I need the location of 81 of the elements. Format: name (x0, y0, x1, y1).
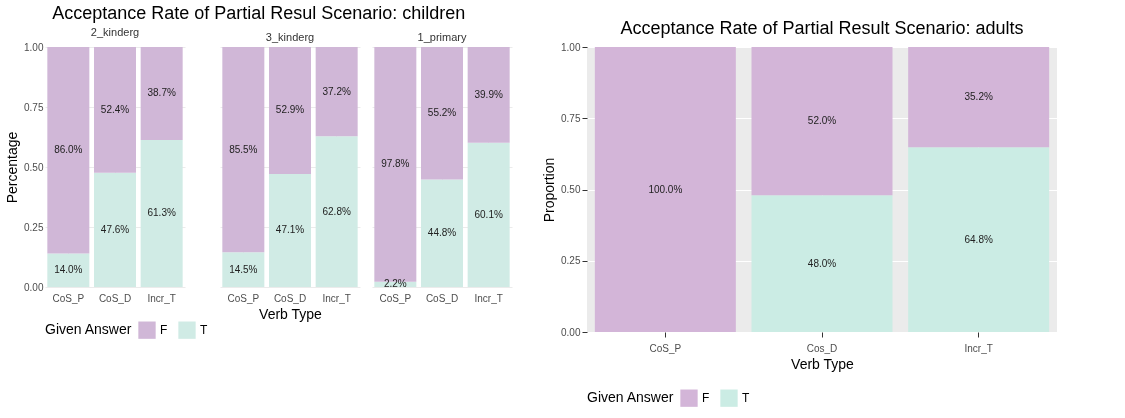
data-label: 47.1% (275, 224, 305, 236)
bar (421, 47, 463, 180)
x-tick-label: CoS_P (379, 292, 412, 304)
x-tick-label: CoS_D (273, 292, 307, 304)
bar (269, 47, 311, 174)
chart-subtitle: 1_primary (417, 31, 467, 43)
data-label: 2.2% (383, 278, 407, 290)
data-label: 62.8% (322, 205, 351, 217)
bar (94, 47, 136, 173)
legend-label: F (702, 391, 710, 406)
legend-label: T (742, 391, 750, 406)
y-tick-label: 1.00 (561, 41, 581, 53)
bar (908, 47, 1050, 148)
x-tick-label: CoS_P (649, 342, 682, 354)
bar (222, 47, 265, 253)
y-axis-title: Proportion (541, 157, 558, 223)
y-tick-label: 1.00 (24, 41, 44, 53)
data-label: 37.2% (322, 85, 351, 97)
bar (47, 47, 90, 254)
data-label: 60.1% (474, 208, 503, 220)
data-label: 86.0% (54, 144, 83, 156)
x-tick-label: Cos_D (806, 342, 838, 354)
data-label: 52.0% (807, 115, 837, 127)
y-tick-label: 0.50 (24, 161, 44, 173)
bar (421, 179, 463, 287)
y-tick-label: 0.00 (24, 281, 44, 293)
bar (467, 142, 510, 287)
bar (315, 136, 358, 287)
legend-label: T (200, 323, 208, 338)
y-tick-label: 0.50 (561, 184, 581, 195)
bar (140, 47, 183, 140)
y-tick-label: 0.25 (24, 221, 44, 233)
bar (222, 252, 265, 287)
bar (908, 147, 1050, 332)
data-label: 44.8% (427, 227, 457, 239)
data-label: 35.2% (964, 91, 993, 103)
x-axis-title: Verb Type (259, 305, 323, 322)
legend-label: F (160, 323, 168, 338)
x-tick-label: CoS_P (52, 292, 85, 304)
data-label: 52.4% (100, 103, 130, 115)
data-label: 38.7% (147, 87, 176, 99)
x-tick-label: Incr_T (147, 292, 176, 304)
y-tick-label: 0.75 (24, 101, 44, 113)
x-tick-label: CoS_P (227, 292, 260, 304)
chart-title: Acceptance Rate of Partial Result Scenario: adults (620, 18, 1024, 38)
chart-subtitle: 3_kinderg (265, 31, 315, 43)
x-tick-label: Incr_T (322, 292, 351, 304)
legend-title: Given Answer (587, 389, 674, 405)
y-tick-label: 0.75 (561, 112, 581, 124)
bar (47, 253, 90, 287)
data-label: 14.5% (229, 263, 258, 275)
data-label: 14.0% (54, 264, 83, 276)
bar (269, 173, 311, 287)
data-label: 47.6% (100, 223, 130, 235)
data-label: 61.3% (147, 207, 176, 219)
y-tick-label: 0.00 (561, 326, 581, 338)
data-label: 85.5% (229, 143, 258, 155)
x-tick-label: CoS_D (425, 292, 459, 304)
bar (751, 47, 893, 196)
x-axis-title: Verb Type (791, 355, 855, 372)
x-tick-label: CoS_D (98, 292, 132, 304)
y-axis-title: Percentage (4, 131, 21, 204)
bar (751, 195, 893, 332)
data-label: 39.9% (474, 88, 503, 100)
bar (467, 47, 510, 143)
bar (315, 47, 358, 137)
bar (140, 139, 183, 287)
data-label: 97.8% (381, 158, 410, 170)
y-tick-label: 0.25 (561, 255, 581, 267)
data-label: 52.9% (275, 104, 305, 116)
bar (594, 47, 736, 332)
x-tick-label: Incr_T (474, 292, 503, 304)
legend-title: Given Answer (45, 321, 132, 337)
text: Acceptance Rate of Partial Resul Scenario: children (52, 3, 466, 23)
data-label: 64.8% (964, 233, 993, 245)
chart-subtitle: 2_kinderg (90, 26, 140, 38)
data-label: 55.2% (427, 107, 457, 119)
data-label: 100.0% (648, 183, 683, 195)
bar (94, 172, 136, 287)
data-label: 48.0% (807, 257, 837, 269)
x-tick-label: Incr_T (964, 342, 993, 354)
